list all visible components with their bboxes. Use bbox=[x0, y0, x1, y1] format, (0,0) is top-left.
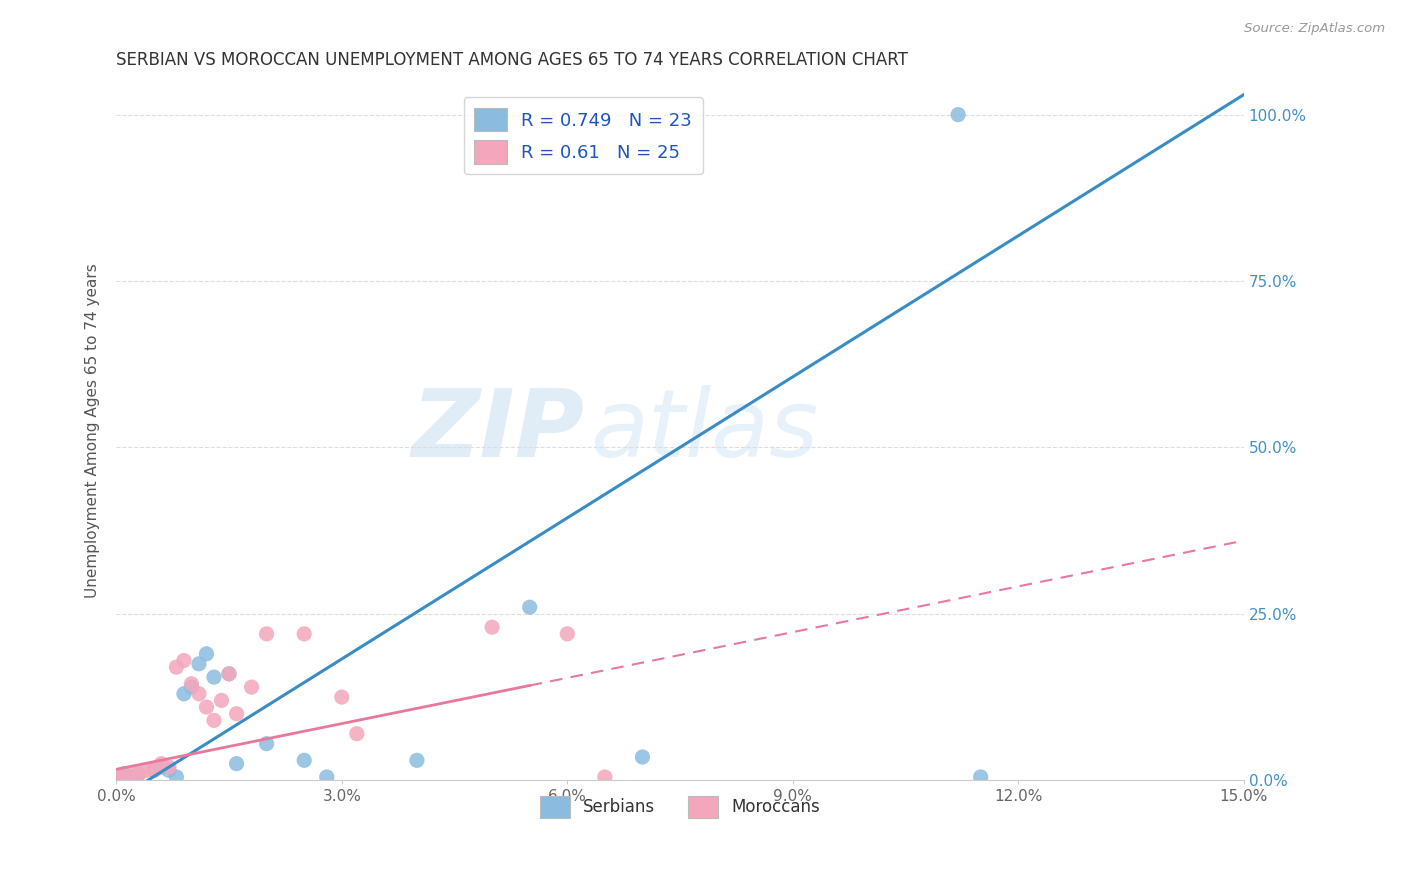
Point bbox=[292, 753, 315, 767]
Point bbox=[120, 766, 142, 780]
Point bbox=[195, 700, 218, 714]
Point bbox=[105, 770, 128, 784]
Point bbox=[519, 600, 541, 615]
Point bbox=[218, 666, 240, 681]
Point bbox=[970, 770, 993, 784]
Point bbox=[330, 690, 353, 704]
Point bbox=[165, 660, 187, 674]
Point bbox=[180, 680, 202, 694]
Point bbox=[188, 657, 211, 671]
Point bbox=[188, 687, 211, 701]
Point bbox=[202, 714, 225, 728]
Y-axis label: Unemployment Among Ages 65 to 74 years: Unemployment Among Ages 65 to 74 years bbox=[86, 263, 100, 599]
Point bbox=[128, 766, 150, 780]
Point bbox=[180, 677, 202, 691]
Text: atlas: atlas bbox=[591, 385, 818, 476]
Text: Source: ZipAtlas.com: Source: ZipAtlas.com bbox=[1244, 22, 1385, 36]
Point bbox=[225, 756, 247, 771]
Point bbox=[631, 750, 654, 764]
Point bbox=[292, 627, 315, 641]
Point bbox=[240, 680, 263, 694]
Point bbox=[211, 693, 233, 707]
Text: ZIP: ZIP bbox=[412, 384, 583, 477]
Point bbox=[346, 727, 368, 741]
Point bbox=[173, 687, 195, 701]
Point bbox=[150, 760, 173, 774]
Point bbox=[256, 737, 278, 751]
Text: SERBIAN VS MOROCCAN UNEMPLOYMENT AMONG AGES 65 TO 74 YEARS CORRELATION CHART: SERBIAN VS MOROCCAN UNEMPLOYMENT AMONG A… bbox=[117, 51, 908, 69]
Point bbox=[150, 756, 173, 771]
Point bbox=[135, 764, 157, 778]
Point bbox=[481, 620, 503, 634]
Point bbox=[157, 760, 180, 774]
Point bbox=[315, 770, 337, 784]
Point bbox=[105, 770, 128, 784]
Point bbox=[112, 766, 135, 780]
Point bbox=[225, 706, 247, 721]
Point bbox=[157, 764, 180, 778]
Point bbox=[555, 627, 578, 641]
Point bbox=[946, 108, 969, 122]
Point bbox=[218, 666, 240, 681]
Point bbox=[142, 764, 165, 778]
Point bbox=[128, 766, 150, 780]
Point bbox=[120, 770, 142, 784]
Point bbox=[256, 627, 278, 641]
Point bbox=[112, 770, 135, 784]
Point bbox=[165, 770, 187, 784]
Point bbox=[593, 770, 616, 784]
Point bbox=[406, 753, 429, 767]
Legend: Serbians, Moroccans: Serbians, Moroccans bbox=[533, 789, 827, 824]
Point bbox=[202, 670, 225, 684]
Point bbox=[173, 653, 195, 667]
Point bbox=[195, 647, 218, 661]
Point bbox=[142, 764, 165, 778]
